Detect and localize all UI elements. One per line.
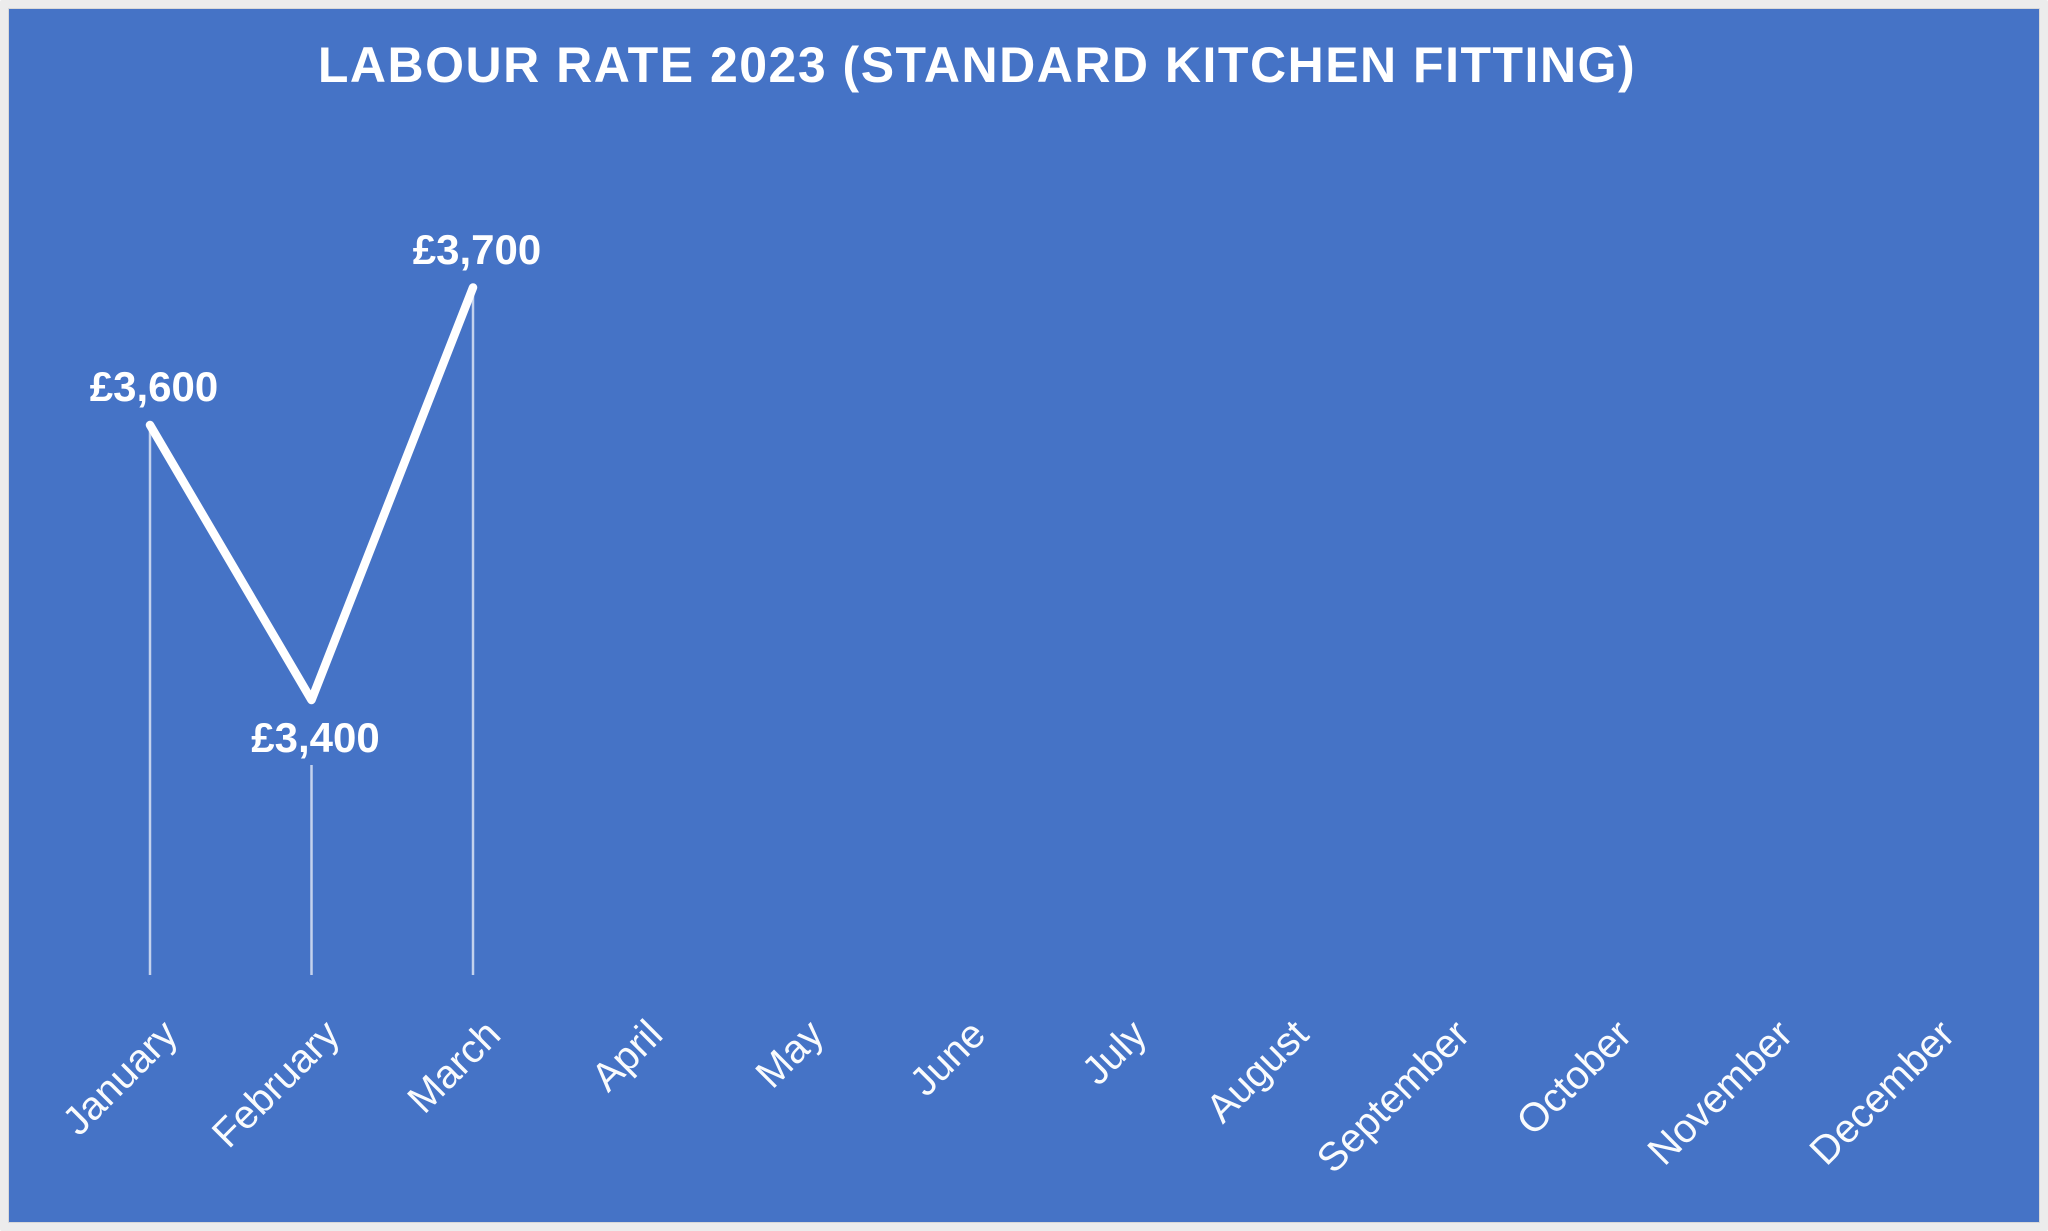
chart-title: LABOUR RATE 2023 (STANDARD KITCHEN FITTI… (317, 37, 1637, 93)
data-label-february: £3,400 (251, 714, 380, 761)
data-label-january: £3,600 (89, 363, 219, 410)
data-label-march: £3,700 (412, 225, 542, 273)
series-line (145, 283, 478, 705)
